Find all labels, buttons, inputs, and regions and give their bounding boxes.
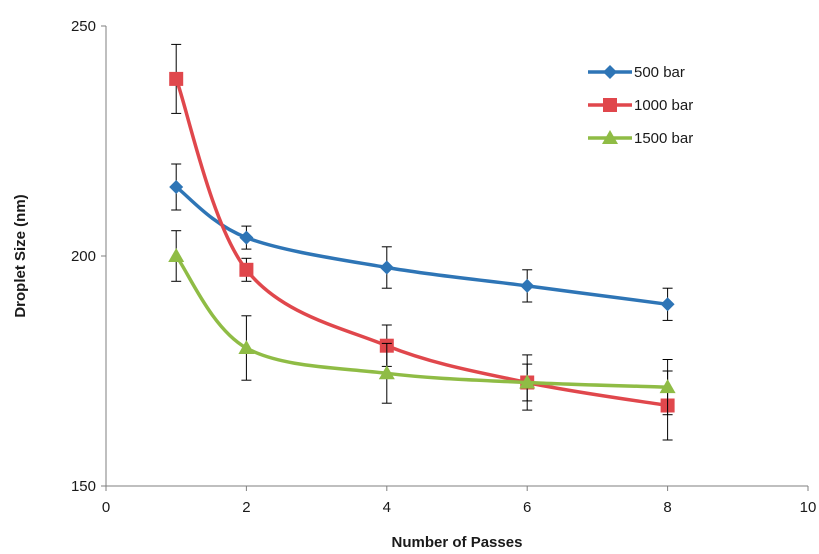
legend-label: 500 bar — [634, 64, 685, 81]
x-tick-label: 6 — [523, 499, 531, 516]
data-point — [660, 297, 675, 312]
x-tick-label: 2 — [242, 499, 250, 516]
legend-marker — [603, 98, 617, 112]
x-axis-title: Number of Passes — [392, 534, 523, 551]
data-point — [519, 374, 536, 389]
data-point — [238, 340, 255, 354]
series-line — [174, 78, 668, 408]
legend-label: 1000 bar — [634, 97, 693, 114]
legend-label: 1500 bar — [634, 130, 693, 147]
y-tick-label: 150 — [71, 478, 96, 495]
data-point — [378, 365, 395, 380]
data-point — [659, 379, 676, 394]
x-axis-ticks: 0 2 4 6 8 10 — [102, 486, 817, 516]
y-tick-label: 250 — [71, 18, 96, 35]
series-500-bar — [169, 163, 675, 321]
series-line — [175, 185, 668, 307]
data-point — [239, 230, 254, 245]
data-point — [379, 260, 394, 275]
data-point — [520, 278, 535, 293]
x-tick-label: 8 — [663, 499, 671, 516]
y-axis-ticks: 150 200 250 — [71, 18, 106, 495]
legend-item: 500 bar — [588, 64, 685, 81]
data-point — [168, 248, 185, 262]
data-point — [239, 262, 254, 277]
legend-marker — [602, 130, 618, 144]
series-layer — [168, 43, 676, 441]
data-point — [169, 180, 184, 194]
x-tick-label: 10 — [800, 499, 817, 516]
legend-item: 1500 bar — [588, 130, 693, 147]
y-axis-title: Droplet Size (nm) — [12, 194, 29, 317]
x-tick-label: 4 — [383, 499, 391, 516]
legend-item: 1000 bar — [588, 97, 693, 114]
legend: 500 bar 1000 bar 1500 bar — [588, 64, 693, 147]
y-tick-label: 200 — [71, 248, 96, 265]
series-1500-bar — [168, 230, 676, 416]
plot-area: 150 200 250 0 2 4 6 8 10 — [71, 18, 816, 516]
x-tick-label: 0 — [102, 499, 110, 516]
data-point — [169, 71, 184, 86]
legend-marker — [603, 65, 617, 79]
